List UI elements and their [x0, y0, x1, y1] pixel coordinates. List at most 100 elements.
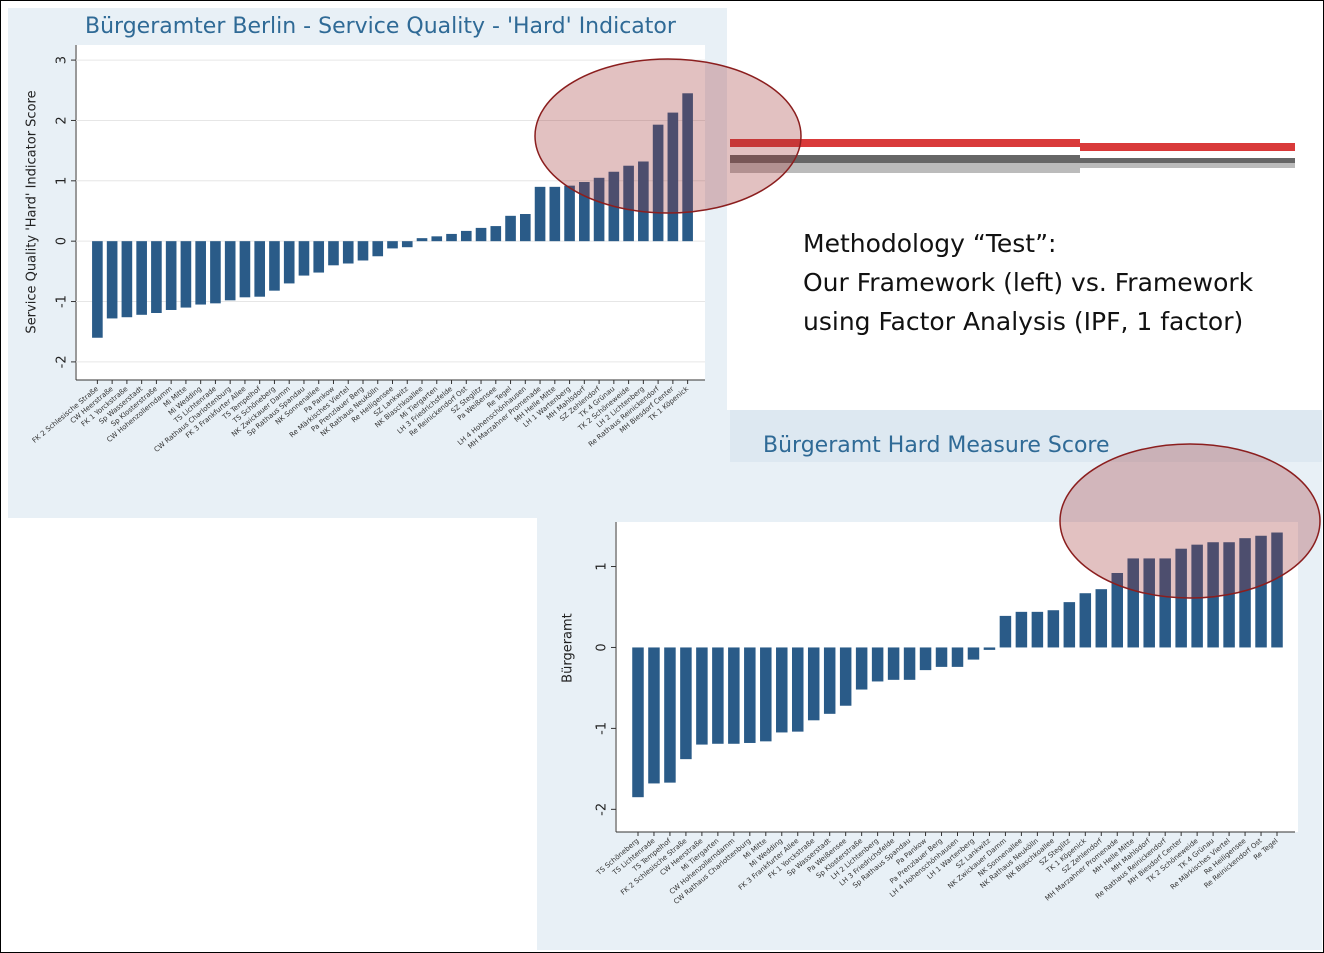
deco-line — [730, 155, 1080, 163]
y-axis-label: Service Quality 'Hard' Indicator Score — [25, 90, 40, 333]
bar — [728, 647, 740, 744]
bar — [372, 241, 384, 257]
bar — [180, 241, 192, 308]
highlight — [1059, 443, 1321, 599]
bar — [519, 214, 531, 242]
bar — [475, 227, 487, 242]
bar — [579, 182, 590, 242]
bar — [254, 241, 266, 297]
deco-line — [730, 163, 1080, 173]
bar — [760, 647, 772, 742]
bar — [549, 186, 561, 242]
y-tick-label: 3 — [55, 56, 70, 64]
bar — [648, 647, 660, 784]
bar — [446, 233, 457, 242]
bar — [460, 230, 472, 242]
bar — [839, 647, 852, 706]
bar — [667, 112, 679, 242]
bar — [696, 647, 708, 745]
bar — [983, 647, 996, 650]
bar — [195, 241, 206, 305]
y-tick-label: 2 — [55, 116, 70, 124]
title-band — [730, 410, 1322, 462]
bar — [1255, 535, 1267, 648]
bar — [165, 241, 177, 310]
bar — [1143, 558, 1155, 648]
deco-line — [1080, 143, 1295, 151]
y-tick-label: -2 — [55, 355, 70, 368]
y-tick-label: 1 — [55, 177, 70, 185]
y-axis-label: Bürgeramt — [561, 613, 576, 683]
highlight — [534, 58, 802, 214]
bar — [1127, 558, 1139, 648]
bar — [357, 241, 369, 261]
y-tick-label: -1 — [55, 295, 70, 308]
bar — [1095, 589, 1108, 648]
bar — [106, 241, 118, 319]
bar — [1239, 538, 1251, 648]
bar — [1047, 610, 1060, 648]
bar — [534, 186, 546, 242]
note-line: Our Framework (left) vs. Framework — [803, 268, 1254, 297]
bar — [1079, 593, 1092, 648]
bar — [632, 647, 644, 798]
chart-title: Bürgeramter Berlin - Service Quality - '… — [85, 14, 677, 39]
bar — [1159, 558, 1171, 648]
bar — [712, 647, 724, 744]
bar — [401, 241, 413, 248]
bar — [151, 241, 162, 313]
bar — [1063, 602, 1076, 648]
bar — [935, 647, 948, 667]
bar — [652, 124, 664, 242]
bar — [505, 215, 516, 242]
bar — [224, 241, 236, 301]
note-line: using Factor Analysis (IPF, 1 factor) — [803, 307, 1243, 336]
bar — [92, 241, 103, 338]
bar — [951, 647, 964, 667]
bar — [387, 241, 398, 249]
bar — [638, 161, 649, 242]
y-tick-label: 0 — [595, 643, 610, 651]
bar — [903, 647, 916, 680]
bar — [269, 241, 280, 291]
bar — [1207, 542, 1219, 648]
bar — [823, 647, 836, 714]
bar — [564, 185, 575, 242]
bar — [623, 165, 634, 242]
bar — [283, 241, 295, 284]
bar — [791, 647, 804, 732]
deco-line — [730, 139, 1080, 147]
bar — [313, 241, 325, 273]
bar — [807, 647, 820, 721]
bar — [744, 647, 756, 743]
bar — [342, 241, 354, 264]
bar — [776, 647, 788, 733]
y-tick-label: -1 — [595, 722, 610, 735]
chart-title: Bürgeramt Hard Measure Score — [763, 433, 1110, 458]
bar — [871, 647, 884, 682]
bar — [682, 93, 693, 242]
y-tick-label: 0 — [55, 237, 70, 245]
bar — [239, 241, 251, 298]
bar — [1271, 532, 1283, 648]
deco-line — [1080, 163, 1295, 168]
bar — [210, 241, 221, 304]
bar — [919, 647, 932, 671]
bar — [136, 241, 147, 315]
bar — [121, 241, 133, 318]
bar — [664, 647, 676, 783]
y-tick-label: -2 — [595, 803, 610, 816]
bar — [967, 647, 980, 660]
y-tick-label: 1 — [595, 562, 610, 570]
bar — [1191, 544, 1203, 648]
note-line: Methodology “Test”: — [803, 229, 1056, 258]
bar — [999, 615, 1012, 648]
bar — [593, 177, 605, 242]
deco-line — [1080, 158, 1295, 163]
bar — [490, 226, 502, 242]
bar — [887, 647, 900, 680]
bar — [416, 238, 428, 242]
bar — [1111, 572, 1124, 648]
bar — [680, 647, 692, 760]
bar — [1031, 611, 1044, 648]
